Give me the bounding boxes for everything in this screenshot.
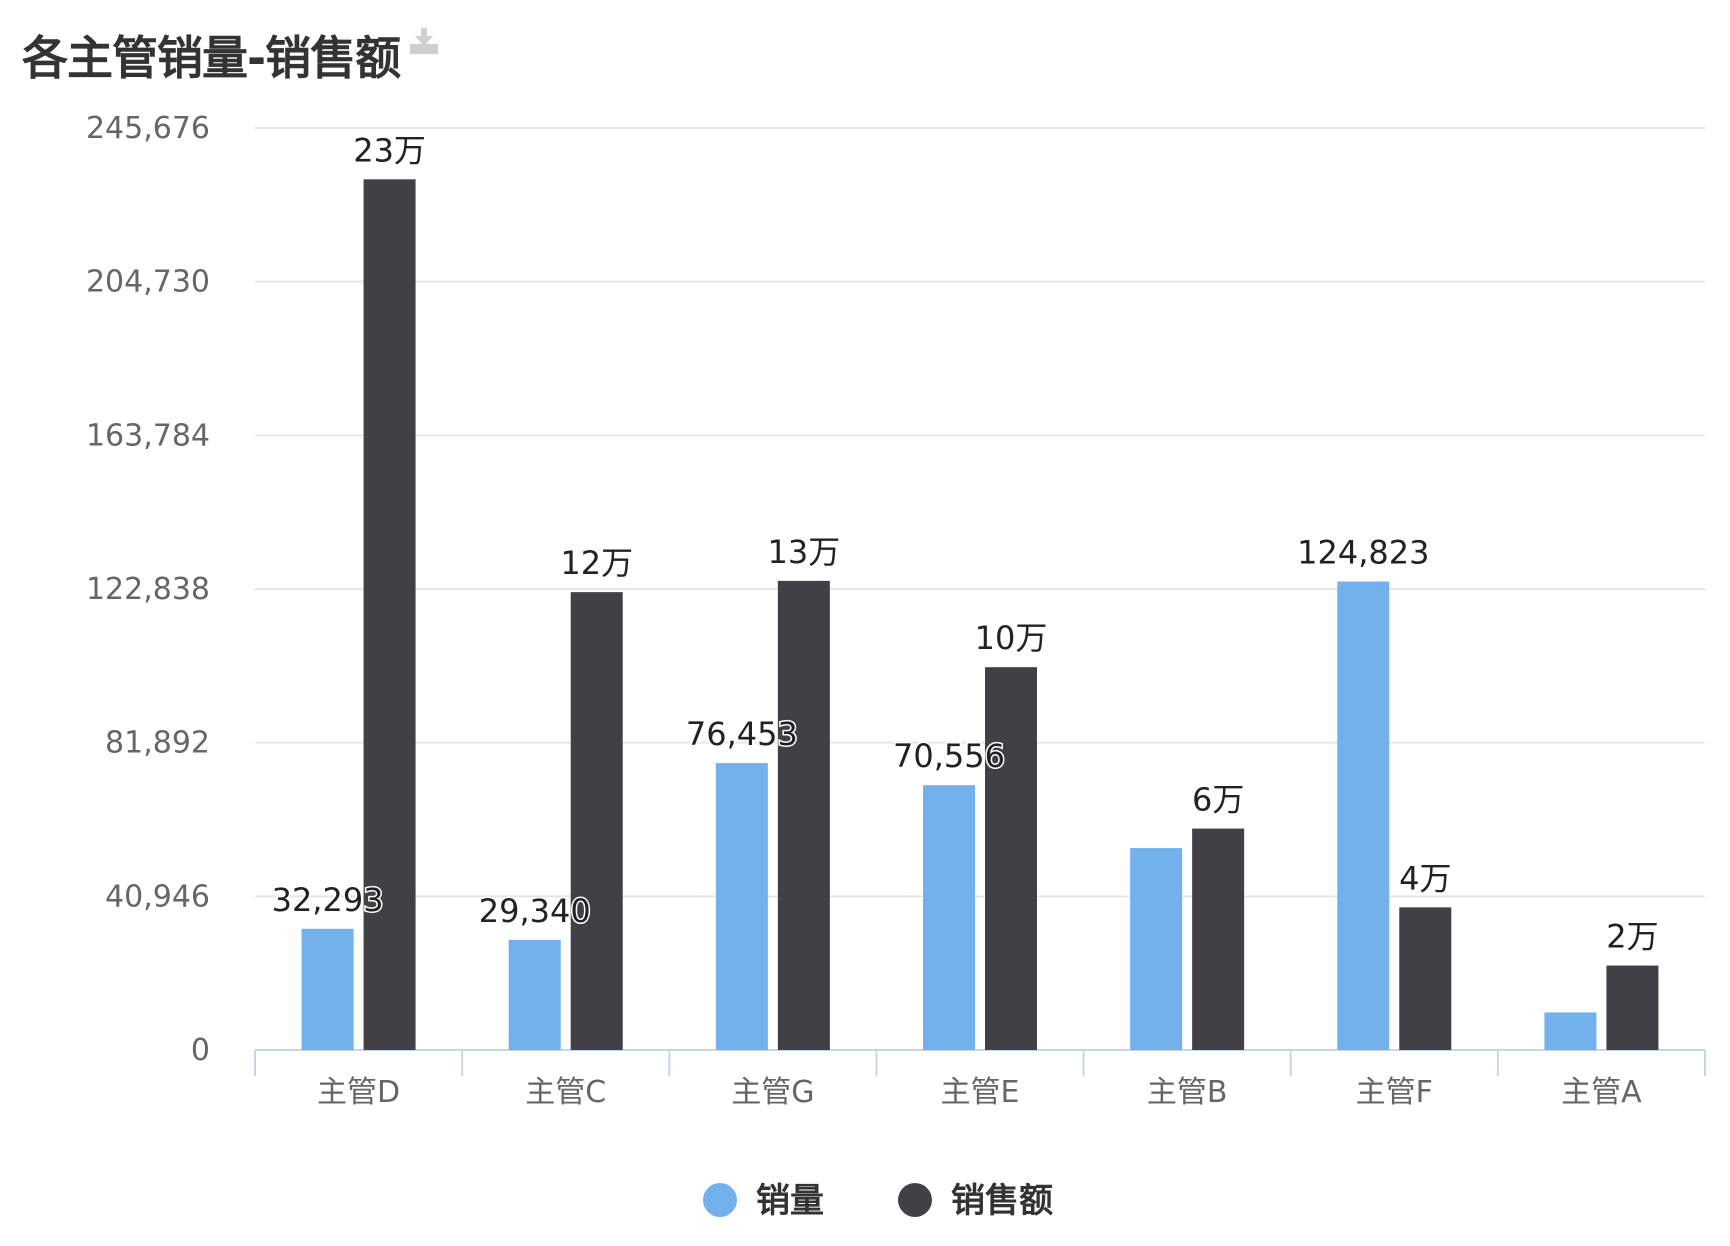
x-category-label: 主管A [1561,1075,1642,1110]
bar-sales-amount[interactable] [363,179,416,1050]
x-category-label: 主管F [1356,1075,1433,1110]
data-label: 76,453 [686,715,798,753]
legend-marker [703,1183,737,1217]
bar-sales-amount[interactable] [1606,965,1659,1050]
data-label: 2万 [1606,918,1658,956]
download-icon[interactable] [408,26,440,56]
y-tick-label: 81,892 [105,726,210,761]
bar-sales-amount[interactable] [570,592,623,1050]
legend-item[interactable]: 销售额 [898,1181,1053,1221]
grid-lines [255,127,1705,898]
y-tick-label: 245,676 [86,111,210,146]
legend-item[interactable]: 销量 [703,1181,824,1221]
data-label: 70,556 [893,737,1005,775]
bar-sales-amount[interactable] [1192,828,1245,1050]
data-label: 6万 [1192,781,1244,819]
data-label: 10万 [975,619,1048,657]
legend-label: 销量 [756,1181,824,1221]
legend-marker [898,1183,932,1217]
bar-sales-volume[interactable] [923,785,975,1050]
y-tick-label: 40,946 [105,879,210,914]
x-axis: 主管D 主管C 主管G 主管E 主管B 主管F 主管A [254,1049,1706,1110]
x-category-label: 主管B [1147,1075,1228,1110]
data-label: 23万 [353,131,426,169]
bar-sales-amount[interactable] [1399,907,1452,1050]
y-tick-label: 122,838 [86,572,210,607]
chart-title: 各主管销量-销售额 [22,31,401,85]
bar-sales-volume[interactable] [301,928,354,1050]
data-label: 13万 [767,533,840,571]
y-tick-label: 0 [191,1033,210,1068]
legend-label: 销售额 [951,1181,1053,1221]
bar-sales-volume[interactable] [508,939,561,1050]
bars [301,179,1659,1050]
data-label: 32,293 [272,881,384,919]
x-category-label: 主管E [941,1075,1020,1110]
x-category-label: 主管G [731,1075,814,1110]
data-label: 12万 [560,544,633,582]
bar-sales-volume[interactable] [715,763,768,1050]
y-tick-label: 163,784 [86,418,210,453]
bar-sales-volume[interactable] [1337,581,1390,1050]
bar-sales-volume[interactable] [1130,848,1183,1050]
data-labels: 32,293 29,340 76,453 70,556 124,823 23万 12万 13万… [270,130,1660,957]
data-label: 124,823 [1297,534,1429,572]
bar-sales-volume[interactable] [1544,1012,1597,1050]
bar-sales-amount[interactable] [777,580,830,1050]
legend: 销量 销售额 [703,1181,1053,1221]
x-category-label: 主管D [317,1075,400,1110]
bar-sales-amount[interactable] [985,667,1037,1050]
data-label: 4万 [1399,859,1451,897]
y-tick-label: 204,730 [86,265,210,300]
data-label: 29,340 [479,892,591,930]
x-category-label: 主管C [525,1075,606,1110]
y-axis-tick-labels: 0 40,946 81,892 122,838 163,784 204,730 245,67… [86,111,210,1068]
